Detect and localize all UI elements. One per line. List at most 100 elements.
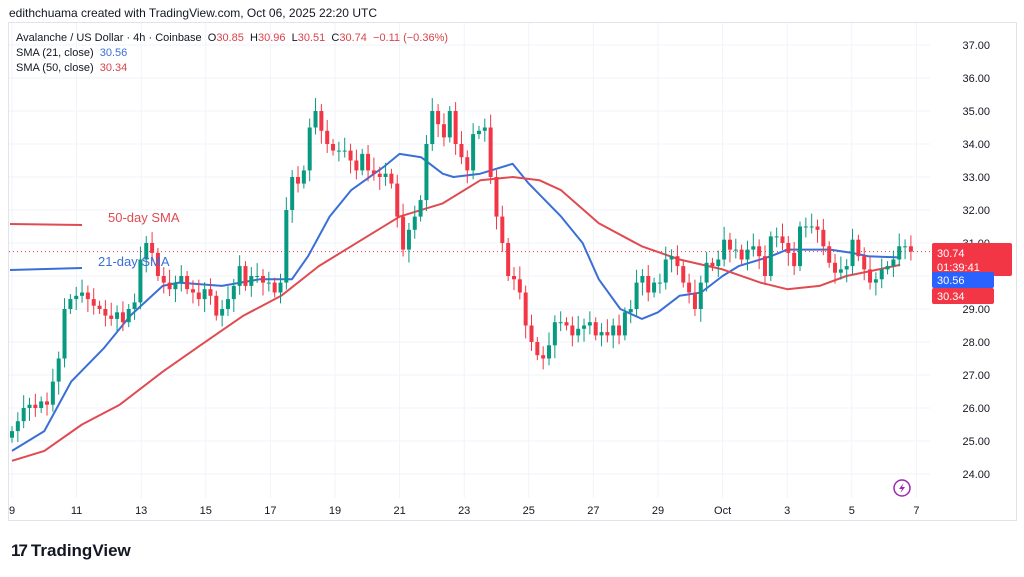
candle-body bbox=[482, 127, 487, 131]
candle-body bbox=[663, 259, 668, 283]
candle bbox=[120, 301, 125, 332]
candle bbox=[342, 137, 347, 158]
candle bbox=[506, 238, 511, 281]
candle bbox=[266, 271, 271, 292]
x-tick-label: 3 bbox=[784, 505, 790, 517]
candle-body bbox=[803, 226, 808, 228]
candle bbox=[809, 213, 814, 234]
candle bbox=[564, 317, 569, 331]
candle-body bbox=[39, 401, 44, 408]
candle bbox=[739, 244, 744, 265]
candle-body bbox=[272, 282, 277, 293]
x-tick-label: 29 bbox=[652, 505, 664, 517]
candle bbox=[249, 267, 254, 297]
candle-body bbox=[716, 259, 721, 267]
candle-body bbox=[126, 309, 131, 323]
candle bbox=[389, 168, 394, 189]
candle-body bbox=[850, 239, 855, 267]
candle bbox=[780, 223, 785, 250]
candle-body bbox=[710, 262, 715, 267]
candle-body bbox=[447, 111, 452, 138]
candle bbox=[628, 300, 633, 324]
candle-body bbox=[873, 279, 878, 283]
candle bbox=[39, 396, 44, 413]
candle bbox=[663, 246, 668, 290]
candle bbox=[307, 118, 312, 182]
candle-body bbox=[27, 404, 32, 408]
candle-body bbox=[879, 269, 884, 280]
sma50-annotation-line bbox=[9, 223, 83, 226]
candle-body bbox=[821, 229, 826, 247]
x-tick-label: 21 bbox=[393, 505, 405, 517]
candle-body bbox=[576, 328, 581, 336]
x-tick-label: 5 bbox=[849, 505, 855, 517]
candle bbox=[284, 197, 289, 290]
candle bbox=[447, 106, 452, 143]
candle-body bbox=[494, 177, 499, 217]
sma21-legend[interactable]: SMA (21, close) 30.56 bbox=[16, 46, 448, 61]
candle-body bbox=[109, 315, 114, 319]
candle-body bbox=[68, 299, 73, 309]
candle-body bbox=[599, 332, 604, 336]
candle-body bbox=[336, 150, 341, 152]
candle bbox=[202, 282, 207, 312]
candle-body bbox=[85, 292, 90, 300]
x-tick-label: 15 bbox=[200, 505, 212, 517]
candle bbox=[33, 393, 38, 417]
candle bbox=[471, 123, 476, 180]
candle-body bbox=[587, 322, 592, 326]
candle bbox=[208, 278, 213, 305]
candle bbox=[214, 290, 219, 321]
candle bbox=[897, 233, 902, 267]
candle bbox=[862, 247, 867, 281]
candle bbox=[634, 269, 639, 316]
candle bbox=[500, 205, 505, 252]
candle bbox=[529, 314, 534, 351]
candle-body bbox=[366, 153, 371, 171]
candle-body bbox=[255, 276, 260, 277]
candle bbox=[296, 166, 301, 193]
candle-body bbox=[167, 282, 172, 290]
candle bbox=[348, 143, 353, 174]
candle-body bbox=[809, 226, 814, 228]
candle-body bbox=[91, 299, 96, 306]
candle bbox=[523, 285, 528, 339]
candle bbox=[56, 351, 61, 395]
candle-body bbox=[15, 421, 20, 432]
candle bbox=[325, 119, 330, 153]
candle-body bbox=[646, 276, 651, 293]
candle bbox=[243, 261, 248, 291]
svg-text:30.34: 30.34 bbox=[937, 291, 965, 303]
candle-body bbox=[908, 246, 913, 252]
candle-body bbox=[10, 431, 14, 438]
lightning-icon[interactable] bbox=[893, 479, 911, 497]
sma50-legend[interactable]: SMA (50, close) 30.34 bbox=[16, 61, 448, 76]
candle-body bbox=[301, 170, 306, 184]
y-tick-label: 25.00 bbox=[962, 436, 990, 448]
candle bbox=[908, 235, 913, 261]
candle bbox=[558, 311, 563, 332]
candle-body bbox=[401, 216, 406, 250]
y-tick-label: 36.00 bbox=[962, 73, 990, 85]
candle bbox=[511, 267, 516, 291]
candle-body bbox=[687, 282, 692, 293]
candle bbox=[459, 131, 464, 165]
x-tick-label: 23 bbox=[458, 505, 470, 517]
countdown: 01:39:41 bbox=[937, 262, 980, 274]
candle-body bbox=[278, 282, 283, 293]
candle bbox=[366, 144, 371, 182]
symbol-name[interactable]: Avalanche / US Dollar · 4h · Coinbase bbox=[16, 32, 202, 44]
candle bbox=[465, 150, 470, 184]
tradingview-logo[interactable]: 17 TradingView bbox=[11, 541, 131, 561]
candle-body bbox=[371, 170, 376, 174]
candle-body bbox=[33, 404, 38, 408]
candle-body bbox=[436, 111, 441, 125]
low-label: L bbox=[291, 32, 298, 44]
candle bbox=[91, 288, 96, 315]
candle-body bbox=[681, 266, 686, 283]
candle bbox=[657, 273, 662, 294]
candle-body bbox=[757, 246, 762, 257]
candle-body bbox=[132, 302, 137, 309]
candle-body bbox=[243, 266, 248, 286]
